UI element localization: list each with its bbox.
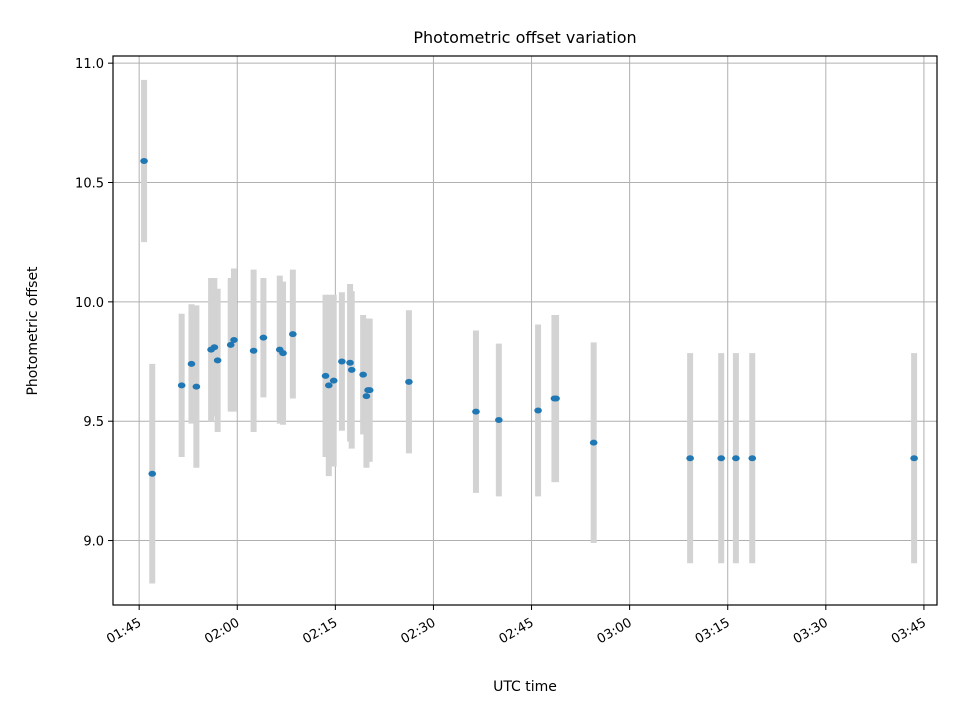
data-point	[279, 350, 287, 357]
chart-title: Photometric offset variation	[413, 28, 636, 47]
y-tick-label: 10.0	[75, 296, 104, 311]
data-point	[365, 387, 374, 394]
plot-frame	[112, 55, 938, 606]
data-point	[329, 377, 338, 384]
y-axis-ticks: 9.0 9.5 10.0 10.5 11.0	[75, 57, 113, 550]
data-point	[552, 395, 560, 402]
data-point	[230, 337, 238, 344]
data-point	[289, 331, 297, 338]
data-point	[187, 360, 196, 367]
data-point	[249, 347, 258, 354]
data-point	[589, 439, 598, 446]
data-point	[717, 455, 725, 462]
data-point	[148, 470, 157, 477]
y-axis-label: Photometric offset	[25, 266, 41, 396]
data-point	[910, 455, 918, 462]
data-point	[347, 366, 356, 373]
data-point	[748, 455, 757, 462]
data-point	[346, 359, 354, 366]
y-tick-label: 9.0	[83, 535, 104, 550]
data-point	[359, 371, 367, 378]
data-point	[259, 334, 268, 341]
data-point	[362, 393, 371, 400]
data-point	[140, 158, 148, 165]
x-axis-label: UTC time	[493, 679, 557, 695]
y-tick-label: 11.0	[75, 57, 104, 72]
data-point	[338, 358, 346, 365]
data-points	[140, 158, 918, 477]
data-point	[472, 408, 480, 415]
data-point	[177, 382, 186, 389]
data-point	[325, 382, 333, 389]
data-point	[732, 455, 740, 462]
data-point	[495, 417, 503, 424]
data-point	[321, 372, 330, 379]
y-tick-label: 10.5	[75, 177, 104, 192]
data-point	[213, 357, 222, 364]
data-point	[226, 341, 235, 348]
data-point	[210, 344, 219, 351]
data-point	[192, 383, 201, 390]
data-point	[534, 407, 542, 414]
y-tick-label: 9.5	[83, 415, 104, 430]
data-point	[686, 455, 694, 462]
data-point	[405, 378, 413, 385]
